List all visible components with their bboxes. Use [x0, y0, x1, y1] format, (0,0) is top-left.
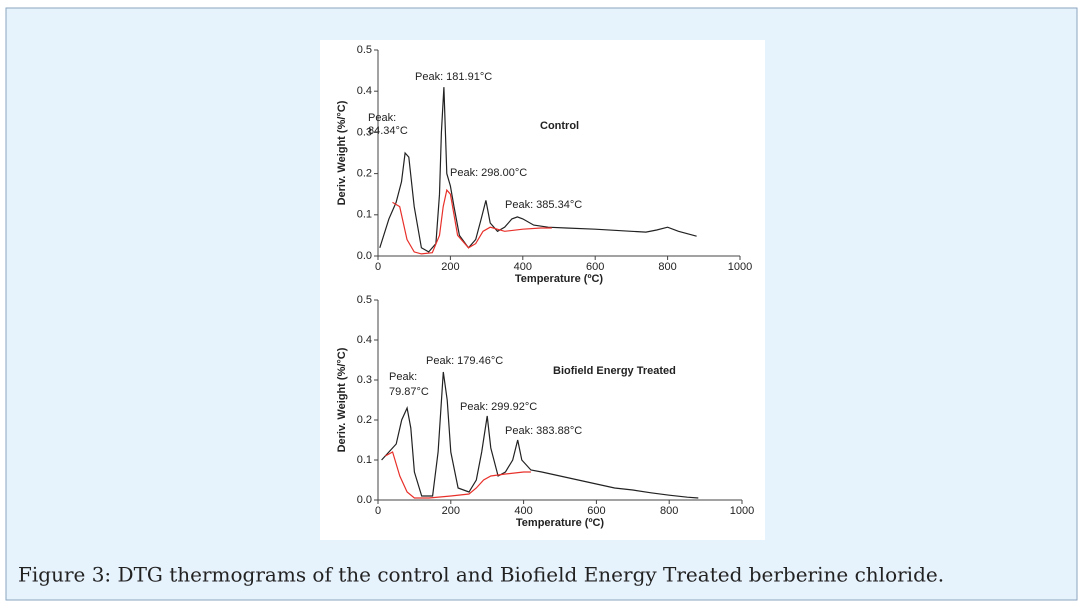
peak-annotation: Peak: 179.46°C	[426, 355, 503, 367]
y-tick-label: 0.1	[357, 454, 372, 466]
y-tick-label: 0.3	[357, 374, 372, 386]
peak-annotation: Peak: 299.92°C	[460, 401, 537, 413]
x-tick-label: 800	[660, 505, 678, 517]
x-axis-title: Temperature (ºC)	[516, 517, 604, 529]
y-axis-title: Deriv. Weight (%/°C)	[336, 347, 348, 452]
data-line	[381, 371, 699, 499]
y-tick-label: 0.3	[357, 126, 372, 138]
caption: Figure 3: DTG thermograms of the control…	[18, 563, 944, 587]
peak-annotation: Peak:	[368, 112, 396, 124]
peak-annotation: Peak: 385.34°C	[505, 199, 582, 211]
data-line	[392, 188, 552, 255]
x-tick-label: 400	[514, 261, 532, 273]
y-axis-title: Deriv. Weight (%/°C)	[336, 100, 348, 205]
peak-annotation: 79.87°C	[389, 386, 429, 398]
y-tick-label: 0.1	[357, 209, 372, 221]
y-tick-label: 0.5	[357, 294, 372, 306]
y-tick-label: 0.5	[357, 44, 372, 56]
panel-label: Control	[540, 120, 579, 132]
y-tick-label: 0.0	[357, 250, 372, 262]
y-tick-label: 0.2	[357, 168, 372, 180]
x-tick-label: 1000	[730, 505, 754, 517]
x-tick-label: 800	[658, 261, 676, 273]
peak-annotation: Peak: 383.88°C	[505, 425, 582, 437]
y-tick-label: 0.2	[357, 414, 372, 426]
x-tick-label: 0	[375, 261, 381, 273]
y-tick-label: 0.4	[357, 334, 372, 346]
y-tick-label: 0.4	[357, 85, 372, 97]
peak-annotation: Peak:	[389, 371, 417, 383]
panel-label: Biofield Energy Treated	[553, 365, 676, 377]
peak-annotation: Peak: 181.91°C	[415, 71, 492, 83]
peak-annotation: Peak: 298.00°C	[450, 167, 527, 179]
y-tick-label: 0.0	[357, 494, 372, 506]
x-tick-label: 200	[442, 505, 460, 517]
x-axis-title: Temperature (ºC)	[515, 273, 603, 285]
x-tick-label: 600	[586, 261, 604, 273]
data-line	[379, 87, 697, 253]
x-tick-label: 200	[441, 261, 459, 273]
x-tick-label: 0	[375, 505, 381, 517]
data-line	[385, 451, 531, 499]
x-tick-label: 600	[587, 505, 605, 517]
x-tick-label: 400	[514, 505, 532, 517]
peak-annotation: 84.34°C	[368, 125, 408, 137]
x-tick-label: 1000	[728, 261, 752, 273]
